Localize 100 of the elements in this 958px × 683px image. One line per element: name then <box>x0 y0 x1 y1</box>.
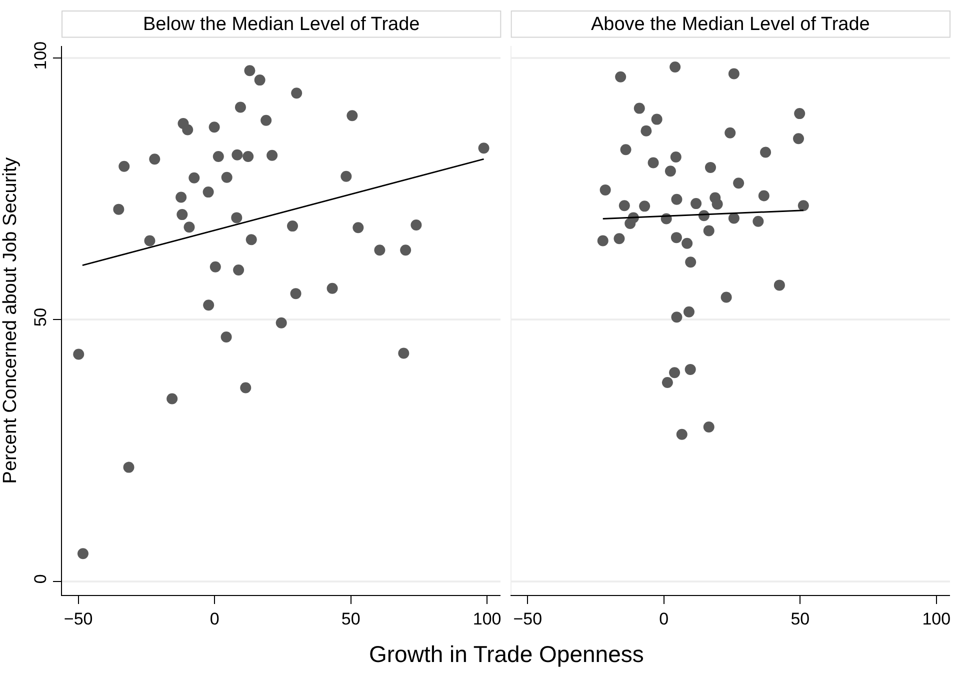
point <box>733 178 744 189</box>
point <box>620 144 632 156</box>
y-axis-title: Percent Concerned about Job Security <box>0 156 21 484</box>
point <box>340 170 352 182</box>
point <box>774 280 785 291</box>
point <box>664 166 676 177</box>
y-tick-label: 0 <box>31 574 50 584</box>
point <box>670 232 682 244</box>
point <box>326 282 338 294</box>
point <box>640 125 652 136</box>
point <box>266 150 278 161</box>
point <box>720 292 732 303</box>
point <box>752 216 764 227</box>
point <box>705 162 716 173</box>
point <box>683 306 694 318</box>
point <box>346 110 358 122</box>
point <box>703 225 714 236</box>
point <box>690 198 702 210</box>
x-tick-label: −50 <box>513 609 542 628</box>
point <box>676 428 688 440</box>
point <box>232 149 243 160</box>
point <box>254 74 266 86</box>
point <box>794 108 806 120</box>
point <box>176 209 188 220</box>
x-axis-title: Growth in Trade Openness <box>369 641 644 667</box>
point <box>410 220 422 231</box>
point <box>188 172 200 184</box>
point <box>149 154 160 165</box>
point <box>352 222 364 234</box>
point <box>670 61 681 72</box>
point <box>144 235 156 246</box>
point <box>684 364 696 375</box>
point <box>260 114 272 126</box>
point <box>760 146 772 158</box>
point <box>400 244 412 256</box>
point <box>123 462 134 473</box>
point <box>618 200 630 212</box>
point <box>670 151 682 162</box>
point <box>242 150 254 162</box>
point <box>634 102 645 114</box>
point <box>728 68 740 80</box>
y-tick-label: 50 <box>31 308 50 327</box>
point <box>793 133 804 144</box>
point <box>662 377 673 388</box>
chart-title: Above the Median Level of Trade <box>591 14 870 35</box>
point <box>615 71 626 82</box>
point <box>234 102 246 113</box>
point <box>77 548 88 560</box>
chart-title: Below the Median Level of Trade <box>143 14 420 35</box>
point <box>398 348 410 359</box>
point <box>669 367 680 378</box>
point <box>290 288 302 300</box>
point <box>703 422 714 433</box>
y-tick-label: 100 <box>31 41 50 70</box>
point <box>712 198 723 210</box>
point <box>203 300 214 311</box>
point <box>597 235 608 246</box>
point <box>231 212 242 224</box>
point <box>648 157 659 168</box>
point <box>184 222 195 233</box>
point <box>212 150 224 162</box>
point <box>182 124 194 136</box>
point <box>176 192 187 203</box>
point <box>724 127 736 138</box>
point <box>600 184 611 196</box>
point <box>671 312 682 323</box>
point <box>614 233 625 244</box>
point <box>374 244 386 256</box>
x-tick-label: 0 <box>659 609 669 628</box>
point <box>651 114 662 125</box>
point <box>166 393 178 404</box>
point <box>221 172 232 183</box>
point <box>233 264 244 276</box>
point <box>671 194 682 205</box>
point <box>639 200 650 212</box>
x-tick-label: 50 <box>341 609 360 628</box>
point <box>220 332 232 342</box>
point <box>624 218 636 229</box>
point <box>202 186 214 198</box>
point <box>728 212 740 224</box>
point <box>73 348 84 360</box>
x-tick-label: 100 <box>472 609 502 628</box>
point <box>246 234 257 246</box>
point <box>758 190 770 202</box>
point <box>478 142 490 154</box>
x-tick-label: 0 <box>210 609 220 628</box>
point <box>276 317 287 328</box>
point <box>210 261 221 272</box>
point <box>244 65 256 76</box>
point <box>291 88 302 99</box>
point <box>287 220 298 232</box>
point <box>685 256 696 268</box>
x-tick-label: −50 <box>64 609 93 628</box>
point <box>240 382 252 394</box>
point <box>208 122 220 133</box>
point <box>682 238 693 249</box>
point <box>798 200 809 212</box>
x-tick-label: 100 <box>922 609 951 628</box>
point <box>118 160 130 172</box>
point <box>113 204 124 215</box>
